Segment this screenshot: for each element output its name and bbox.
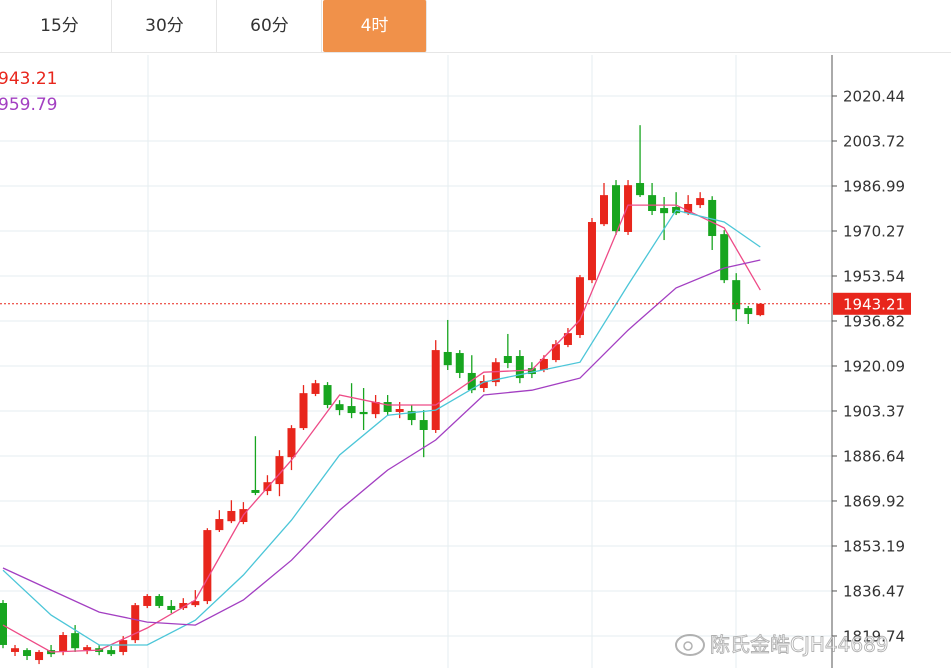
watermark-text: 陈氏金皓CJH44689 bbox=[710, 633, 889, 657]
candle-body bbox=[155, 596, 164, 606]
candle-body bbox=[539, 358, 548, 371]
candle-body bbox=[83, 647, 92, 651]
y-tick-label: 1886.64 bbox=[843, 447, 905, 465]
candle-body bbox=[191, 601, 200, 606]
tab[interactable]: 30分 bbox=[113, 0, 217, 52]
y-tick-label: 1953.54 bbox=[843, 267, 905, 285]
candle-body bbox=[71, 633, 80, 649]
y-tick-label: 1853.19 bbox=[843, 537, 905, 555]
y-tick-label: 1936.82 bbox=[843, 312, 905, 330]
candle-body bbox=[251, 489, 260, 493]
candle-body bbox=[59, 635, 68, 652]
candle-body bbox=[347, 406, 356, 414]
candle-body bbox=[335, 404, 344, 411]
moving-average-line bbox=[2, 259, 761, 626]
last-price-label: 1943.21 bbox=[843, 295, 905, 313]
candle-body bbox=[167, 605, 176, 610]
watermark-icon bbox=[675, 634, 705, 656]
y-tick-label: 2003.72 bbox=[843, 132, 905, 150]
candle-body bbox=[756, 303, 765, 316]
y-tick-label: 1903.37 bbox=[843, 402, 905, 420]
candle-body bbox=[179, 602, 188, 609]
candle-body bbox=[515, 356, 524, 379]
candle-body bbox=[648, 195, 657, 211]
candle-body bbox=[11, 648, 20, 652]
candle-body bbox=[119, 640, 128, 652]
candle-body bbox=[744, 308, 753, 315]
candle-body bbox=[371, 402, 380, 415]
timeframe-tabs: 15分 30分 60分 4时 bbox=[0, 0, 951, 53]
candle-body bbox=[612, 185, 621, 232]
candle-body bbox=[455, 353, 464, 373]
candle-body bbox=[527, 368, 536, 375]
candle-body bbox=[287, 428, 296, 458]
tab[interactable]: 60分 bbox=[218, 0, 322, 52]
tab[interactable]: 15分 bbox=[8, 0, 112, 52]
candle-body bbox=[227, 510, 236, 522]
candle-body bbox=[732, 280, 741, 310]
candle-body bbox=[660, 208, 669, 214]
candle-body bbox=[383, 402, 392, 412]
candle-body bbox=[431, 350, 440, 430]
candle-body bbox=[600, 195, 608, 225]
candle-body bbox=[215, 519, 224, 531]
candle-body bbox=[299, 393, 308, 429]
candle-body bbox=[587, 222, 596, 281]
candle-body bbox=[203, 530, 212, 602]
y-tick-label: 1970.27 bbox=[843, 222, 905, 240]
candle-body bbox=[359, 411, 368, 415]
y-tick-label: 1920.09 bbox=[843, 357, 905, 375]
candle-body bbox=[684, 203, 693, 214]
candle-body bbox=[275, 456, 284, 485]
last-price-box bbox=[833, 292, 911, 315]
candle-body bbox=[624, 185, 633, 232]
y-tick-label: 1986.99 bbox=[843, 177, 905, 195]
candle-body bbox=[479, 381, 488, 389]
y-tick-label: 1869.92 bbox=[843, 492, 905, 510]
candle-body bbox=[419, 420, 428, 430]
candle-body bbox=[107, 650, 116, 655]
candle-body bbox=[551, 344, 560, 361]
legend-text: 959.79 bbox=[0, 95, 57, 115]
candle-body bbox=[443, 351, 452, 366]
candle-body bbox=[503, 356, 512, 364]
candle-body bbox=[23, 650, 32, 657]
candle-body bbox=[708, 199, 717, 237]
y-tick-label: 1836.47 bbox=[843, 582, 905, 600]
candle-body bbox=[323, 385, 332, 405]
candle-body bbox=[720, 234, 729, 281]
tab[interactable]: 4时 bbox=[323, 0, 427, 52]
candle-body bbox=[143, 596, 152, 606]
candle-body bbox=[311, 383, 320, 394]
moving-average-line bbox=[2, 209, 761, 646]
candle-body bbox=[575, 277, 584, 336]
moving-average-line bbox=[2, 204, 761, 653]
candle-body bbox=[0, 602, 7, 645]
legend-text: 943.21 bbox=[0, 69, 57, 89]
watermark-icon-eye bbox=[683, 641, 693, 651]
y-tick-label: 1819.74 bbox=[843, 627, 905, 645]
candle-body bbox=[395, 409, 404, 412]
candle-body bbox=[467, 372, 476, 391]
candle-body bbox=[35, 651, 44, 661]
candle-body bbox=[131, 605, 140, 641]
candle-body bbox=[636, 183, 645, 196]
y-tick-label: 2020.44 bbox=[843, 88, 905, 106]
candle-body bbox=[696, 198, 705, 206]
candle-body bbox=[563, 333, 572, 345]
candle-body bbox=[407, 411, 416, 421]
watermark: 陈氏金皓CJH44689 bbox=[675, 632, 889, 657]
